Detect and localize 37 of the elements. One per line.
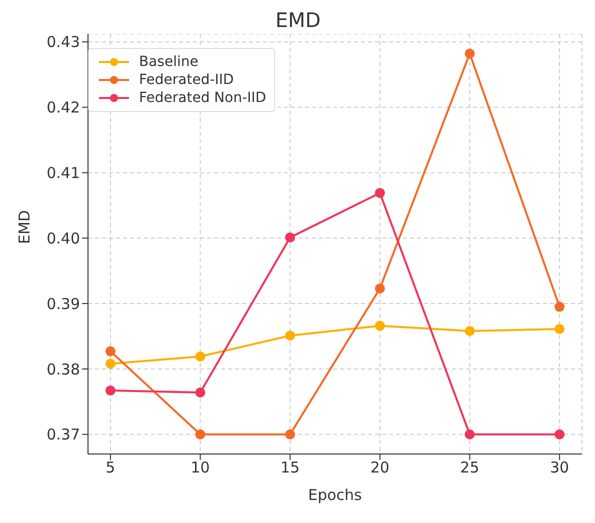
legend-label: Federated-IID [139,71,234,89]
y-tick-label: 0.38 [46,360,80,378]
point [554,429,565,440]
x-tick-label: 5 [106,458,116,477]
legend-label: Federated Non-IID [139,89,266,107]
y-tick-label: 0.40 [46,229,80,248]
point [285,429,296,440]
x-tick-label: 20 [370,458,390,477]
point [285,232,296,242]
point [554,302,565,312]
y-tick-label: 0.37 [46,426,80,444]
point [374,188,385,198]
point [374,283,385,294]
y-tick-label: 0.42 [46,98,80,117]
point [195,429,206,440]
point [195,388,206,398]
point [464,48,475,59]
point [285,330,296,341]
x-tick-label: 15 [280,458,300,477]
x-axis-title: Epochs [308,486,362,504]
y-tick-label: 0.41 [46,164,80,182]
point [105,346,116,356]
y-tick-label: 0.39 [46,294,80,313]
x-tick-label: 10 [190,458,210,477]
point [195,352,206,362]
point [374,320,385,331]
point [554,324,565,334]
x-tick-label: 25 [460,458,480,477]
y-tick-label: 0.43 [46,33,80,52]
point [105,358,116,369]
chart-title: EMD [274,8,322,34]
point [464,326,475,336]
point [105,386,116,396]
legend-label: Baseline [139,53,198,71]
x-tick-label: 30 [550,458,570,477]
point [464,429,475,440]
y-axis-title: EMD [15,210,34,244]
